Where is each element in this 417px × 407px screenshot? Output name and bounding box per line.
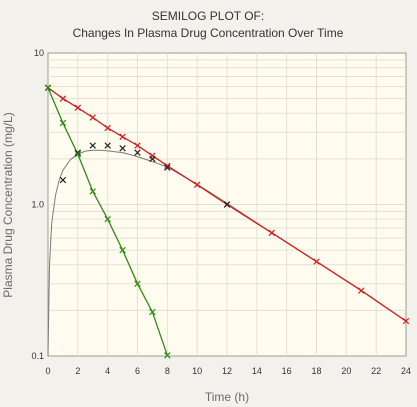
x-tick-label: 18: [311, 366, 321, 376]
marker-stroke: [164, 352, 171, 359]
data-point: [149, 155, 156, 163]
marker-stroke: [89, 188, 96, 195]
marker-stroke: [268, 229, 275, 237]
x-tick-label: 8: [165, 366, 170, 376]
marker-stroke: [193, 181, 201, 188]
data-point: [74, 104, 82, 111]
y-tick-label: 10: [34, 48, 44, 58]
x-tick-label: 6: [135, 366, 140, 376]
data-point: [164, 162, 171, 170]
data-point: [119, 133, 126, 140]
marker-stroke: [402, 317, 410, 325]
data-point: [44, 84, 52, 91]
y-tick-label: 1.0: [31, 200, 44, 210]
marker-stroke: [59, 95, 67, 102]
data-point: [74, 149, 82, 156]
data-point: [104, 142, 111, 149]
x-tick-label: 0: [45, 366, 50, 376]
marker-stroke: [134, 149, 141, 156]
marker-stroke: [149, 308, 156, 316]
data-point: [358, 287, 365, 294]
series-layer: [44, 84, 410, 359]
data-point: [268, 229, 275, 237]
marker-stroke: [164, 164, 171, 171]
chart-title: SEMILOG PLOT OF:: [152, 9, 264, 23]
marker-stroke: [104, 124, 111, 132]
marker-stroke: [313, 258, 320, 265]
x-tick-label: 12: [222, 366, 232, 376]
marker-stroke: [134, 142, 141, 149]
data-point: [119, 246, 126, 254]
marker-stroke: [119, 246, 126, 254]
data-point: [104, 215, 111, 223]
marker-stroke: [104, 215, 111, 223]
data-point: [164, 352, 171, 359]
x-tick-label: 22: [371, 366, 381, 376]
data-point: [402, 317, 410, 325]
data-point: [193, 181, 201, 188]
marker-stroke: [119, 145, 126, 152]
data-point: [149, 308, 156, 316]
data-point: [59, 119, 67, 127]
marker-stroke: [74, 149, 82, 156]
x-tick-label: 2: [75, 366, 80, 376]
x-tick-label: 16: [282, 366, 292, 376]
data-point: [89, 114, 96, 121]
x-tick-label: 10: [192, 366, 202, 376]
y-tick-label: 0.1: [31, 351, 44, 361]
data-point: [134, 142, 141, 149]
marker-stroke: [119, 133, 126, 140]
data-point: [89, 188, 96, 195]
data-point: [59, 95, 67, 102]
y-axis-label: Plasma Drug Concentration (mg/L): [1, 112, 15, 297]
data-point: [134, 280, 141, 287]
x-axis-label: Time (h): [205, 390, 249, 404]
data-point: [134, 149, 141, 156]
marker-stroke: [59, 119, 67, 127]
data-point: [104, 124, 111, 132]
marker-stroke: [59, 176, 67, 184]
x-tick-label: 20: [341, 366, 351, 376]
marker-stroke: [104, 142, 111, 149]
x-tick-label: 14: [252, 366, 262, 376]
marker-stroke: [134, 280, 141, 287]
marker-stroke: [74, 104, 82, 111]
data-point: [89, 142, 96, 149]
chart-subtitle: Changes In Plasma Drug Concentration Ove…: [73, 26, 344, 40]
data-point: [59, 176, 67, 184]
marker-stroke: [74, 150, 82, 158]
marker-stroke: [89, 114, 96, 121]
data-point: [313, 258, 320, 265]
data-point: [74, 150, 82, 158]
x-tick-label: 4: [105, 366, 110, 376]
marker-stroke: [164, 162, 171, 170]
marker-stroke: [89, 142, 96, 149]
grid-lines: [48, 53, 406, 356]
data-point: [223, 201, 231, 208]
marker-stroke: [149, 155, 156, 163]
marker-stroke: [223, 201, 231, 208]
x-tick-label: 24: [401, 366, 411, 376]
data-point: [119, 145, 126, 152]
marker-stroke: [44, 84, 52, 91]
tick-labels: 0 2 4 6 8 10 12 14 16 18 20 22 240.11.010: [31, 48, 411, 376]
marker-stroke: [358, 287, 365, 294]
data-point: [164, 164, 171, 171]
